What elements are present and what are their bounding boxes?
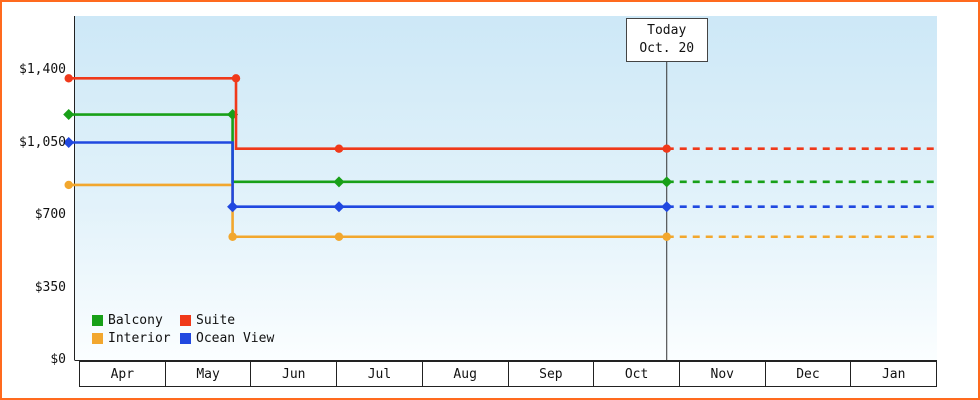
month-cell-aug: Aug bbox=[421, 361, 509, 387]
y-tick-label: $0 bbox=[50, 352, 66, 367]
legend-label: Balcony bbox=[108, 313, 163, 328]
legend-item-interior: Interior bbox=[92, 331, 180, 346]
month-cell-may: May bbox=[164, 361, 252, 387]
month-cell-dec: Dec bbox=[764, 361, 852, 387]
today-annotation: Today Oct. 20 bbox=[625, 18, 708, 62]
marker-balcony bbox=[63, 109, 75, 121]
y-tick-label: $700 bbox=[34, 207, 66, 222]
legend-item-balcony: Balcony bbox=[92, 313, 180, 328]
month-cell-nov: Nov bbox=[678, 361, 766, 387]
today-date: Oct. 20 bbox=[639, 41, 695, 56]
plot-area bbox=[74, 16, 937, 360]
x-axis-month-row: Apr May Jun Jul Aug Sep Oct Nov Dec Jan bbox=[79, 361, 938, 387]
legend-swatch-ocean-view bbox=[180, 333, 191, 344]
legend-label: Ocean View bbox=[196, 331, 275, 346]
month-cell-sep: Sep bbox=[507, 361, 595, 387]
marker-interior bbox=[64, 180, 73, 190]
today-label: Today bbox=[647, 23, 687, 38]
legend-label: Interior bbox=[108, 331, 171, 346]
month-cell-jun: Jun bbox=[250, 361, 338, 387]
legend: Balcony Suite Interior Ocean View bbox=[92, 313, 274, 346]
legend-item-ocean-view: Ocean View bbox=[180, 331, 274, 346]
y-tick-label: $1,400 bbox=[19, 62, 66, 77]
legend-swatch-interior bbox=[92, 333, 103, 344]
y-tick-label: $350 bbox=[34, 279, 66, 295]
legend-swatch-suite bbox=[180, 315, 191, 326]
legend-swatch-balcony bbox=[92, 315, 103, 326]
month-cell-jul: Jul bbox=[336, 361, 423, 387]
legend-item-suite: Suite bbox=[180, 313, 274, 328]
y-tick-label: $1,050 bbox=[19, 134, 66, 150]
month-cell-jan: Jan bbox=[850, 361, 938, 387]
legend-label: Suite bbox=[196, 313, 236, 328]
month-cell-apr: Apr bbox=[79, 361, 166, 387]
month-cell-oct: Oct bbox=[593, 361, 680, 387]
